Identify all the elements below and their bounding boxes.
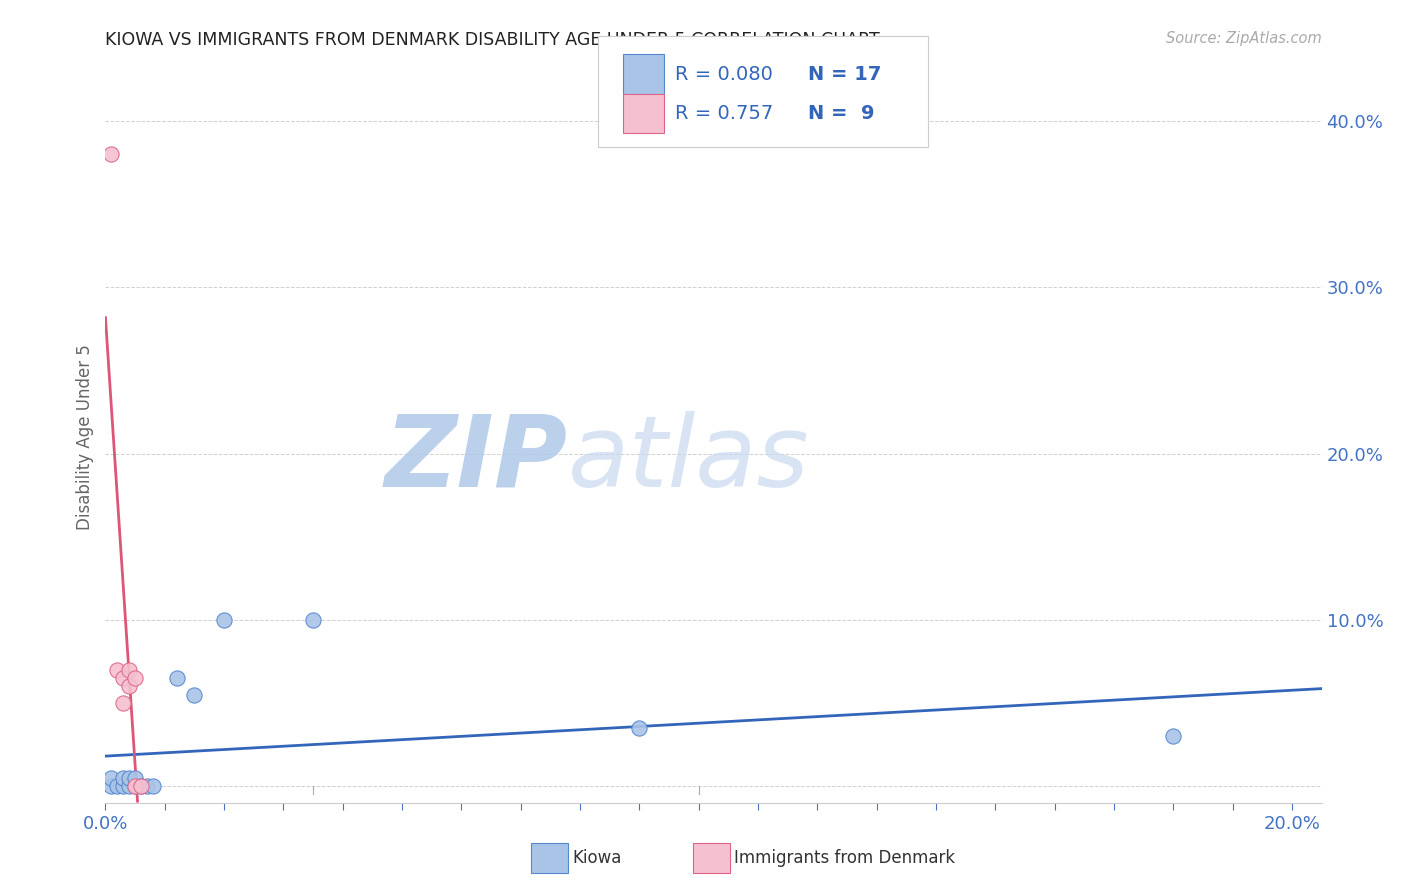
Point xyxy=(118,663,141,677)
Point xyxy=(124,771,146,785)
Text: Source: ZipAtlas.com: Source: ZipAtlas.com xyxy=(1166,31,1322,46)
Point xyxy=(118,680,141,694)
Point xyxy=(129,779,152,793)
Point xyxy=(302,613,325,627)
Point xyxy=(129,779,152,793)
Y-axis label: Disability Age Under 5: Disability Age Under 5 xyxy=(76,344,94,530)
Text: Kiowa: Kiowa xyxy=(572,849,621,867)
Text: atlas: atlas xyxy=(568,410,810,508)
Point xyxy=(100,771,122,785)
Point xyxy=(118,771,141,785)
Text: KIOWA VS IMMIGRANTS FROM DENMARK DISABILITY AGE UNDER 5 CORRELATION CHART: KIOWA VS IMMIGRANTS FROM DENMARK DISABIL… xyxy=(105,31,880,49)
Point xyxy=(100,779,122,793)
Point xyxy=(100,147,122,161)
Text: R = 0.757: R = 0.757 xyxy=(675,103,773,123)
Point xyxy=(118,779,141,793)
Point xyxy=(142,779,165,793)
Text: N =  9: N = 9 xyxy=(808,103,875,123)
Point xyxy=(105,663,128,677)
Point xyxy=(105,779,128,793)
Point xyxy=(112,771,135,785)
Point xyxy=(112,696,135,710)
Point xyxy=(212,613,235,627)
Point xyxy=(628,721,651,735)
Point xyxy=(136,779,159,793)
Point xyxy=(1163,729,1185,743)
Point xyxy=(112,671,135,685)
Point xyxy=(183,688,205,702)
Point xyxy=(124,671,146,685)
Point xyxy=(124,779,146,793)
Point xyxy=(166,671,188,685)
Text: N = 17: N = 17 xyxy=(808,64,882,84)
Point xyxy=(112,779,135,793)
Text: ZIP: ZIP xyxy=(385,410,568,508)
Text: R = 0.080: R = 0.080 xyxy=(675,64,773,84)
Point xyxy=(124,779,146,793)
Text: Immigrants from Denmark: Immigrants from Denmark xyxy=(734,849,955,867)
